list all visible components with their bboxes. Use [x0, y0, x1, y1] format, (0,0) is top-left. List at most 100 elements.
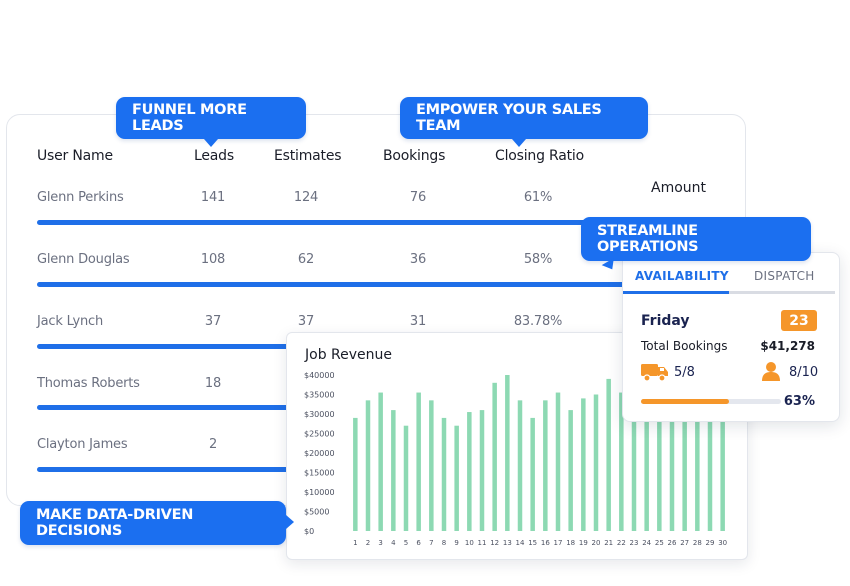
row-leads: 37	[204, 314, 222, 329]
utilization-progress-fill	[641, 399, 730, 404]
tab-underline-active	[623, 291, 729, 294]
row-name: Jack Lynch	[37, 314, 103, 329]
x-tick-label: 22	[617, 539, 626, 547]
revenue-bar	[492, 382, 497, 531]
x-tick-label: 23	[630, 539, 639, 547]
row-ratio: 61%	[523, 190, 553, 205]
revenue-bar	[644, 386, 649, 531]
revenue-bar	[416, 392, 421, 531]
row-ratio: 83.78%	[513, 314, 563, 329]
callout-text: MAKE DATA-DRIVEN DECISIONS	[36, 507, 194, 539]
x-tick-label: 12	[490, 539, 499, 547]
tab-availability[interactable]: AVAILABILITY	[635, 269, 729, 283]
x-tick-label: 21	[604, 539, 613, 547]
x-tick-label: 27	[680, 539, 689, 547]
x-tick-label: 11	[478, 539, 487, 547]
callout-tail	[286, 515, 294, 529]
x-tick-label: 9	[454, 539, 458, 547]
row-bar	[37, 467, 297, 472]
total-bookings-value: $41,278	[760, 339, 815, 353]
row-bar	[37, 220, 597, 225]
revenue-bar	[530, 417, 535, 531]
row-estimates: 37	[297, 314, 315, 329]
y-tick-label: $10000	[304, 488, 335, 497]
row-estimates: 124	[293, 190, 319, 205]
revenue-bar	[403, 425, 409, 531]
row-leads: 141	[200, 190, 226, 205]
x-tick-label: 26	[668, 539, 677, 547]
x-tick-label: 28	[693, 539, 702, 547]
revenue-bar	[682, 396, 687, 531]
row-name: Glenn Perkins	[37, 190, 124, 205]
row-name: Glenn Douglas	[37, 252, 130, 267]
revenue-bar	[479, 410, 485, 531]
row-bar	[37, 282, 627, 287]
revenue-bar	[429, 400, 434, 531]
job-revenue-chart: $0 $5000 $10000 $15000 $20000 $25000 $30000 $35…	[304, 371, 727, 547]
total-bookings-label: Total Bookings	[641, 339, 728, 353]
revenue-bar	[568, 410, 573, 531]
revenue-bar	[707, 402, 713, 531]
x-tick-label: 14	[516, 539, 525, 547]
x-tick-label: 5	[404, 539, 408, 547]
row-name: Clayton James	[37, 437, 128, 452]
revenue-bar	[365, 400, 371, 531]
callout-funnel-more-leads: FUNNEL MORE LEADS	[116, 97, 306, 147]
revenue-bar	[657, 390, 662, 531]
revenue-bar	[353, 417, 358, 531]
x-tick-label: 19	[579, 539, 588, 547]
header-bookings: Bookings	[383, 148, 446, 164]
x-tick-label: 17	[554, 539, 563, 547]
y-tick-label: $35000	[304, 391, 335, 400]
tab-underline	[623, 291, 835, 294]
x-tick-label: 6	[416, 539, 421, 547]
x-tick-label: 18	[566, 539, 575, 547]
x-tick-label: 3	[378, 539, 382, 547]
x-tick-label: 24	[642, 539, 651, 547]
revenue-bar	[720, 398, 725, 531]
row-leads: 18	[204, 376, 222, 391]
chart-title: Job Revenue	[305, 347, 393, 363]
revenue-bar	[454, 425, 459, 531]
row-estimates: 62	[297, 252, 315, 267]
callout-text: FUNNEL MORE LEADS	[132, 102, 247, 134]
x-tick-label: 15	[528, 539, 537, 547]
y-tick-label: $20000	[304, 449, 335, 458]
x-tick-label: 4	[391, 539, 396, 547]
day-label: Friday	[641, 313, 690, 329]
revenue-bar	[695, 394, 700, 531]
revenue-bar	[378, 392, 383, 531]
header-closing-ratio: Closing Ratio	[495, 148, 584, 164]
x-tick-label: 7	[429, 539, 433, 547]
row-bookings: 76	[409, 190, 427, 205]
header-estimates: Estimates	[274, 148, 342, 164]
y-tick-label: $25000	[304, 430, 335, 439]
callout-streamline-operations: STREAMLINE OPERATIONS	[581, 217, 811, 273]
header-amount: Amount	[651, 180, 707, 196]
truck-icon	[641, 364, 668, 382]
availability-card: AVAILABILITY DISPATCH Friday 23 Total Bo…	[622, 252, 840, 422]
revenue-bar	[606, 378, 611, 531]
revenue-bar	[555, 392, 561, 531]
revenue-bar	[505, 375, 510, 531]
row-bookings: 36	[409, 252, 427, 267]
row-name: Thomas Roberts	[37, 376, 140, 391]
header-user-name: User Name	[37, 148, 113, 164]
staff-available: 8/10	[789, 365, 819, 380]
x-tick-label: 10	[465, 539, 474, 547]
x-tick-label: 30	[718, 539, 727, 547]
tab-dispatch[interactable]: DISPATCH	[754, 269, 815, 283]
row-leads: 2	[208, 437, 218, 452]
day-number-badge: 23	[781, 310, 817, 331]
y-tick-label: $15000	[304, 469, 335, 478]
x-tick-label: 29	[706, 539, 715, 547]
x-tick-label: 16	[541, 539, 550, 547]
callout-data-driven-decisions: MAKE DATA-DRIVEN DECISIONS	[20, 501, 294, 545]
revenue-bar	[593, 394, 599, 531]
trucks-available: 5/8	[674, 365, 695, 380]
utilization-progress	[641, 399, 781, 404]
utilization-percent: 63%	[783, 394, 815, 409]
x-tick-label: 20	[592, 539, 601, 547]
revenue-bar	[669, 394, 675, 531]
row-leads: 108	[200, 252, 226, 267]
